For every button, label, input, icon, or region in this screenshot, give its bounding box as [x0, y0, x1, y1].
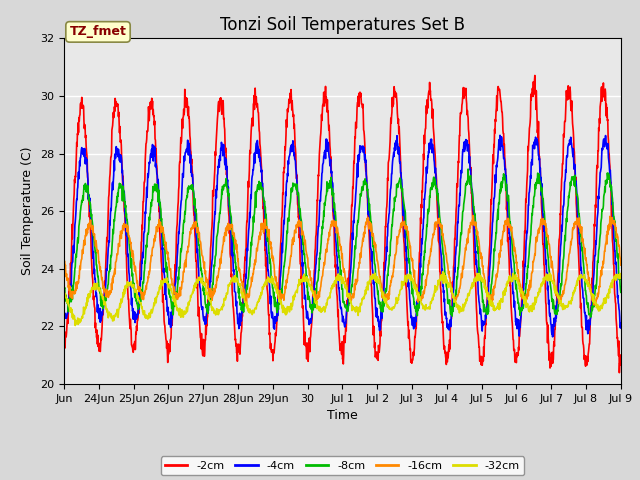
-2cm [610, 263, 618, 268]
Line: -4cm: -4cm [64, 135, 621, 337]
-32cm [148, 307, 156, 312]
-8cm [556, 298, 563, 304]
Title: Tonzi Soil Temperatures Set B: Tonzi Soil Temperatures Set B [220, 16, 465, 34]
-4cm [60, 308, 68, 313]
Y-axis label: Soil Temperature (C): Soil Temperature (C) [22, 147, 35, 276]
-2cm [474, 327, 481, 333]
-16cm [474, 236, 482, 242]
-8cm [617, 289, 625, 295]
-16cm [60, 258, 68, 264]
-2cm [617, 352, 625, 358]
-32cm [317, 309, 325, 315]
-8cm [587, 314, 595, 320]
-4cm [611, 238, 618, 244]
-32cm [72, 323, 79, 328]
-32cm [474, 273, 482, 278]
-2cm [616, 370, 623, 375]
-8cm [464, 166, 472, 172]
-8cm [317, 240, 325, 246]
-4cm [317, 187, 325, 192]
-4cm [147, 155, 155, 160]
-2cm [328, 179, 335, 184]
-2cm [317, 123, 325, 129]
Line: -16cm: -16cm [64, 216, 621, 305]
-32cm [439, 269, 447, 275]
-32cm [328, 283, 336, 288]
-32cm [60, 288, 68, 294]
-16cm [556, 293, 563, 299]
-32cm [617, 275, 625, 281]
-8cm [611, 216, 618, 222]
Text: TZ_fmet: TZ_fmet [70, 25, 127, 38]
-16cm [469, 213, 477, 218]
-4cm [548, 334, 556, 340]
-16cm [611, 218, 618, 224]
-8cm [474, 251, 482, 256]
-8cm [60, 288, 68, 293]
Line: -32cm: -32cm [64, 272, 621, 325]
-16cm [328, 218, 335, 224]
-16cm [317, 279, 325, 285]
X-axis label: Time: Time [327, 409, 358, 422]
-4cm [328, 168, 335, 174]
-32cm [556, 299, 564, 304]
Line: -2cm: -2cm [64, 75, 621, 372]
-16cm [617, 262, 625, 268]
-2cm [60, 345, 68, 350]
-32cm [611, 275, 618, 281]
-4cm [556, 254, 564, 260]
-4cm [474, 276, 481, 281]
-4cm [496, 132, 504, 138]
-16cm [591, 302, 599, 308]
Legend: -2cm, -4cm, -8cm, -16cm, -32cm: -2cm, -4cm, -8cm, -16cm, -32cm [161, 456, 524, 475]
-16cm [147, 254, 155, 260]
-4cm [617, 321, 625, 326]
-2cm [531, 72, 539, 78]
-8cm [147, 200, 155, 205]
-2cm [147, 106, 155, 112]
-8cm [328, 185, 335, 191]
Line: -8cm: -8cm [64, 169, 621, 317]
-2cm [556, 235, 563, 241]
